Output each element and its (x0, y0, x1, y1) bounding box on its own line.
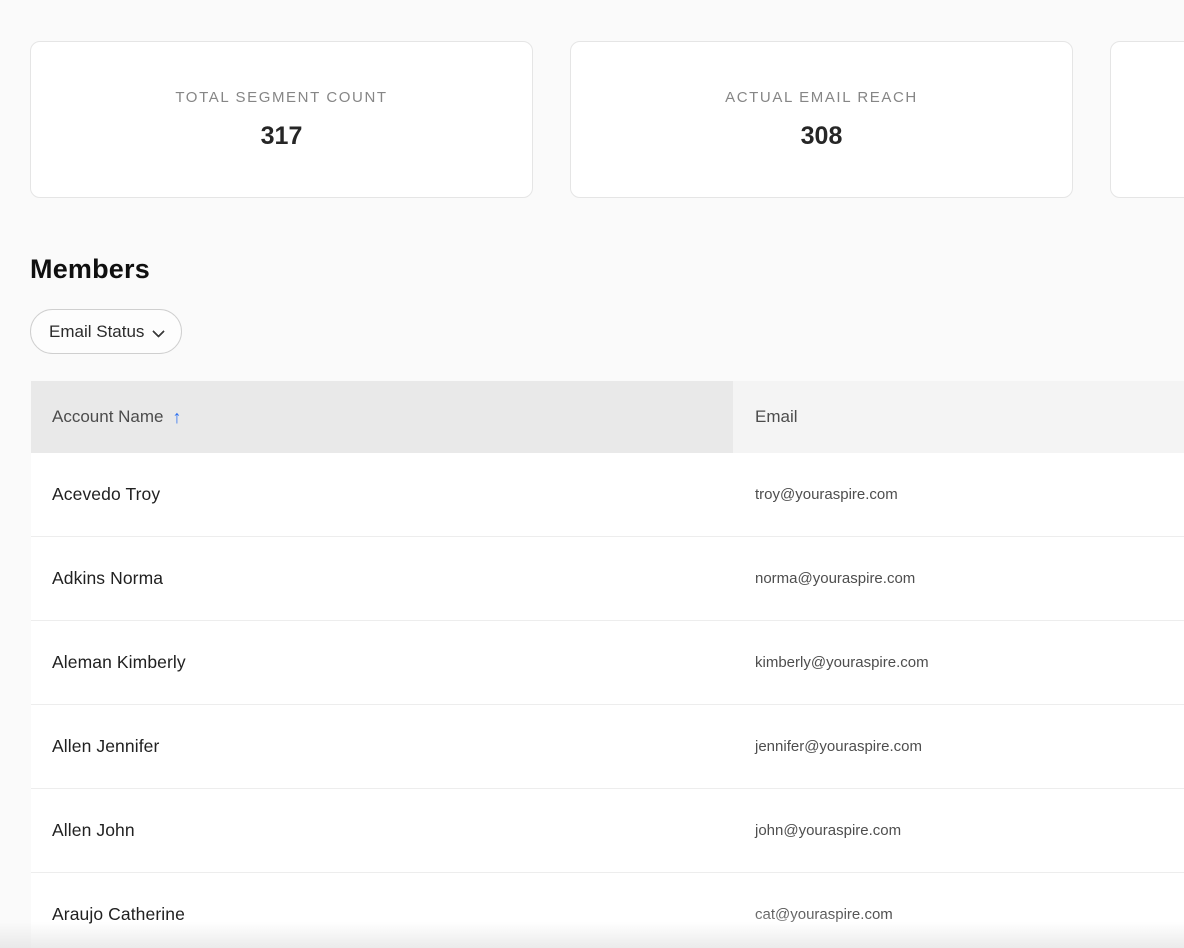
email-cell: jennifer@youraspire.com (755, 738, 922, 755)
account-name-cell: Acevedo Troy (52, 484, 161, 504)
column-header-account-name[interactable]: Account Name ↑ (31, 381, 733, 453)
stat-card-actual-email-reach: ACTUAL EMAIL REACH 308 (570, 41, 1073, 198)
table-header-row: Account Name ↑ Email (31, 381, 1184, 453)
table-row[interactable]: Allen John john@youraspire.com (31, 789, 1184, 873)
email-cell: troy@youraspire.com (755, 486, 898, 503)
account-name-cell: Allen John (52, 820, 135, 840)
stat-cards-row: TOTAL SEGMENT COUNT 317 ACTUAL EMAIL REA… (0, 0, 1184, 198)
column-header-email[interactable]: Email (733, 381, 1184, 453)
sort-ascending-icon: ↑ (172, 407, 182, 427)
account-name-cell: Araujo Catherine (52, 904, 185, 924)
stat-card-value: 308 (800, 121, 843, 150)
chevron-down-icon (153, 325, 163, 335)
column-header-label: Email (755, 407, 798, 426)
email-status-filter-button[interactable]: Email Status (30, 309, 183, 354)
stat-card-cutoff (1110, 41, 1184, 198)
table-row[interactable]: Adkins Norma norma@youraspire.com (31, 537, 1184, 621)
column-header-label: Account Name (52, 407, 164, 426)
email-cell: cat@youraspire.com (755, 906, 893, 923)
stat-card-total-segment-count: TOTAL SEGMENT COUNT 317 (30, 41, 533, 198)
account-name-cell: Allen Jennifer (52, 736, 160, 756)
table-body: Acevedo Troy troy@youraspire.com Adkins … (31, 453, 1184, 948)
email-cell: kimberly@youraspire.com (755, 654, 929, 671)
email-status-filter-label: Email Status (49, 321, 145, 341)
stat-card-value: 317 (260, 121, 303, 150)
page-title: Members (30, 254, 150, 284)
stat-card-label: TOTAL SEGMENT COUNT (175, 88, 388, 106)
email-cell: john@youraspire.com (755, 822, 902, 839)
account-name-cell: Adkins Norma (52, 568, 164, 588)
account-name-cell: Aleman Kimberly (52, 652, 186, 672)
table-row[interactable]: Araujo Catherine cat@youraspire.com (31, 873, 1184, 948)
stat-card-label: ACTUAL EMAIL REACH (725, 88, 918, 106)
table-row[interactable]: Allen Jennifer jennifer@youraspire.com (31, 705, 1184, 789)
email-cell: norma@youraspire.com (755, 570, 916, 587)
table-row[interactable]: Aleman Kimberly kimberly@youraspire.com (31, 621, 1184, 705)
members-table: Account Name ↑ Email Acevedo Troy troy@y… (31, 381, 1184, 948)
table-row[interactable]: Acevedo Troy troy@youraspire.com (31, 453, 1184, 537)
